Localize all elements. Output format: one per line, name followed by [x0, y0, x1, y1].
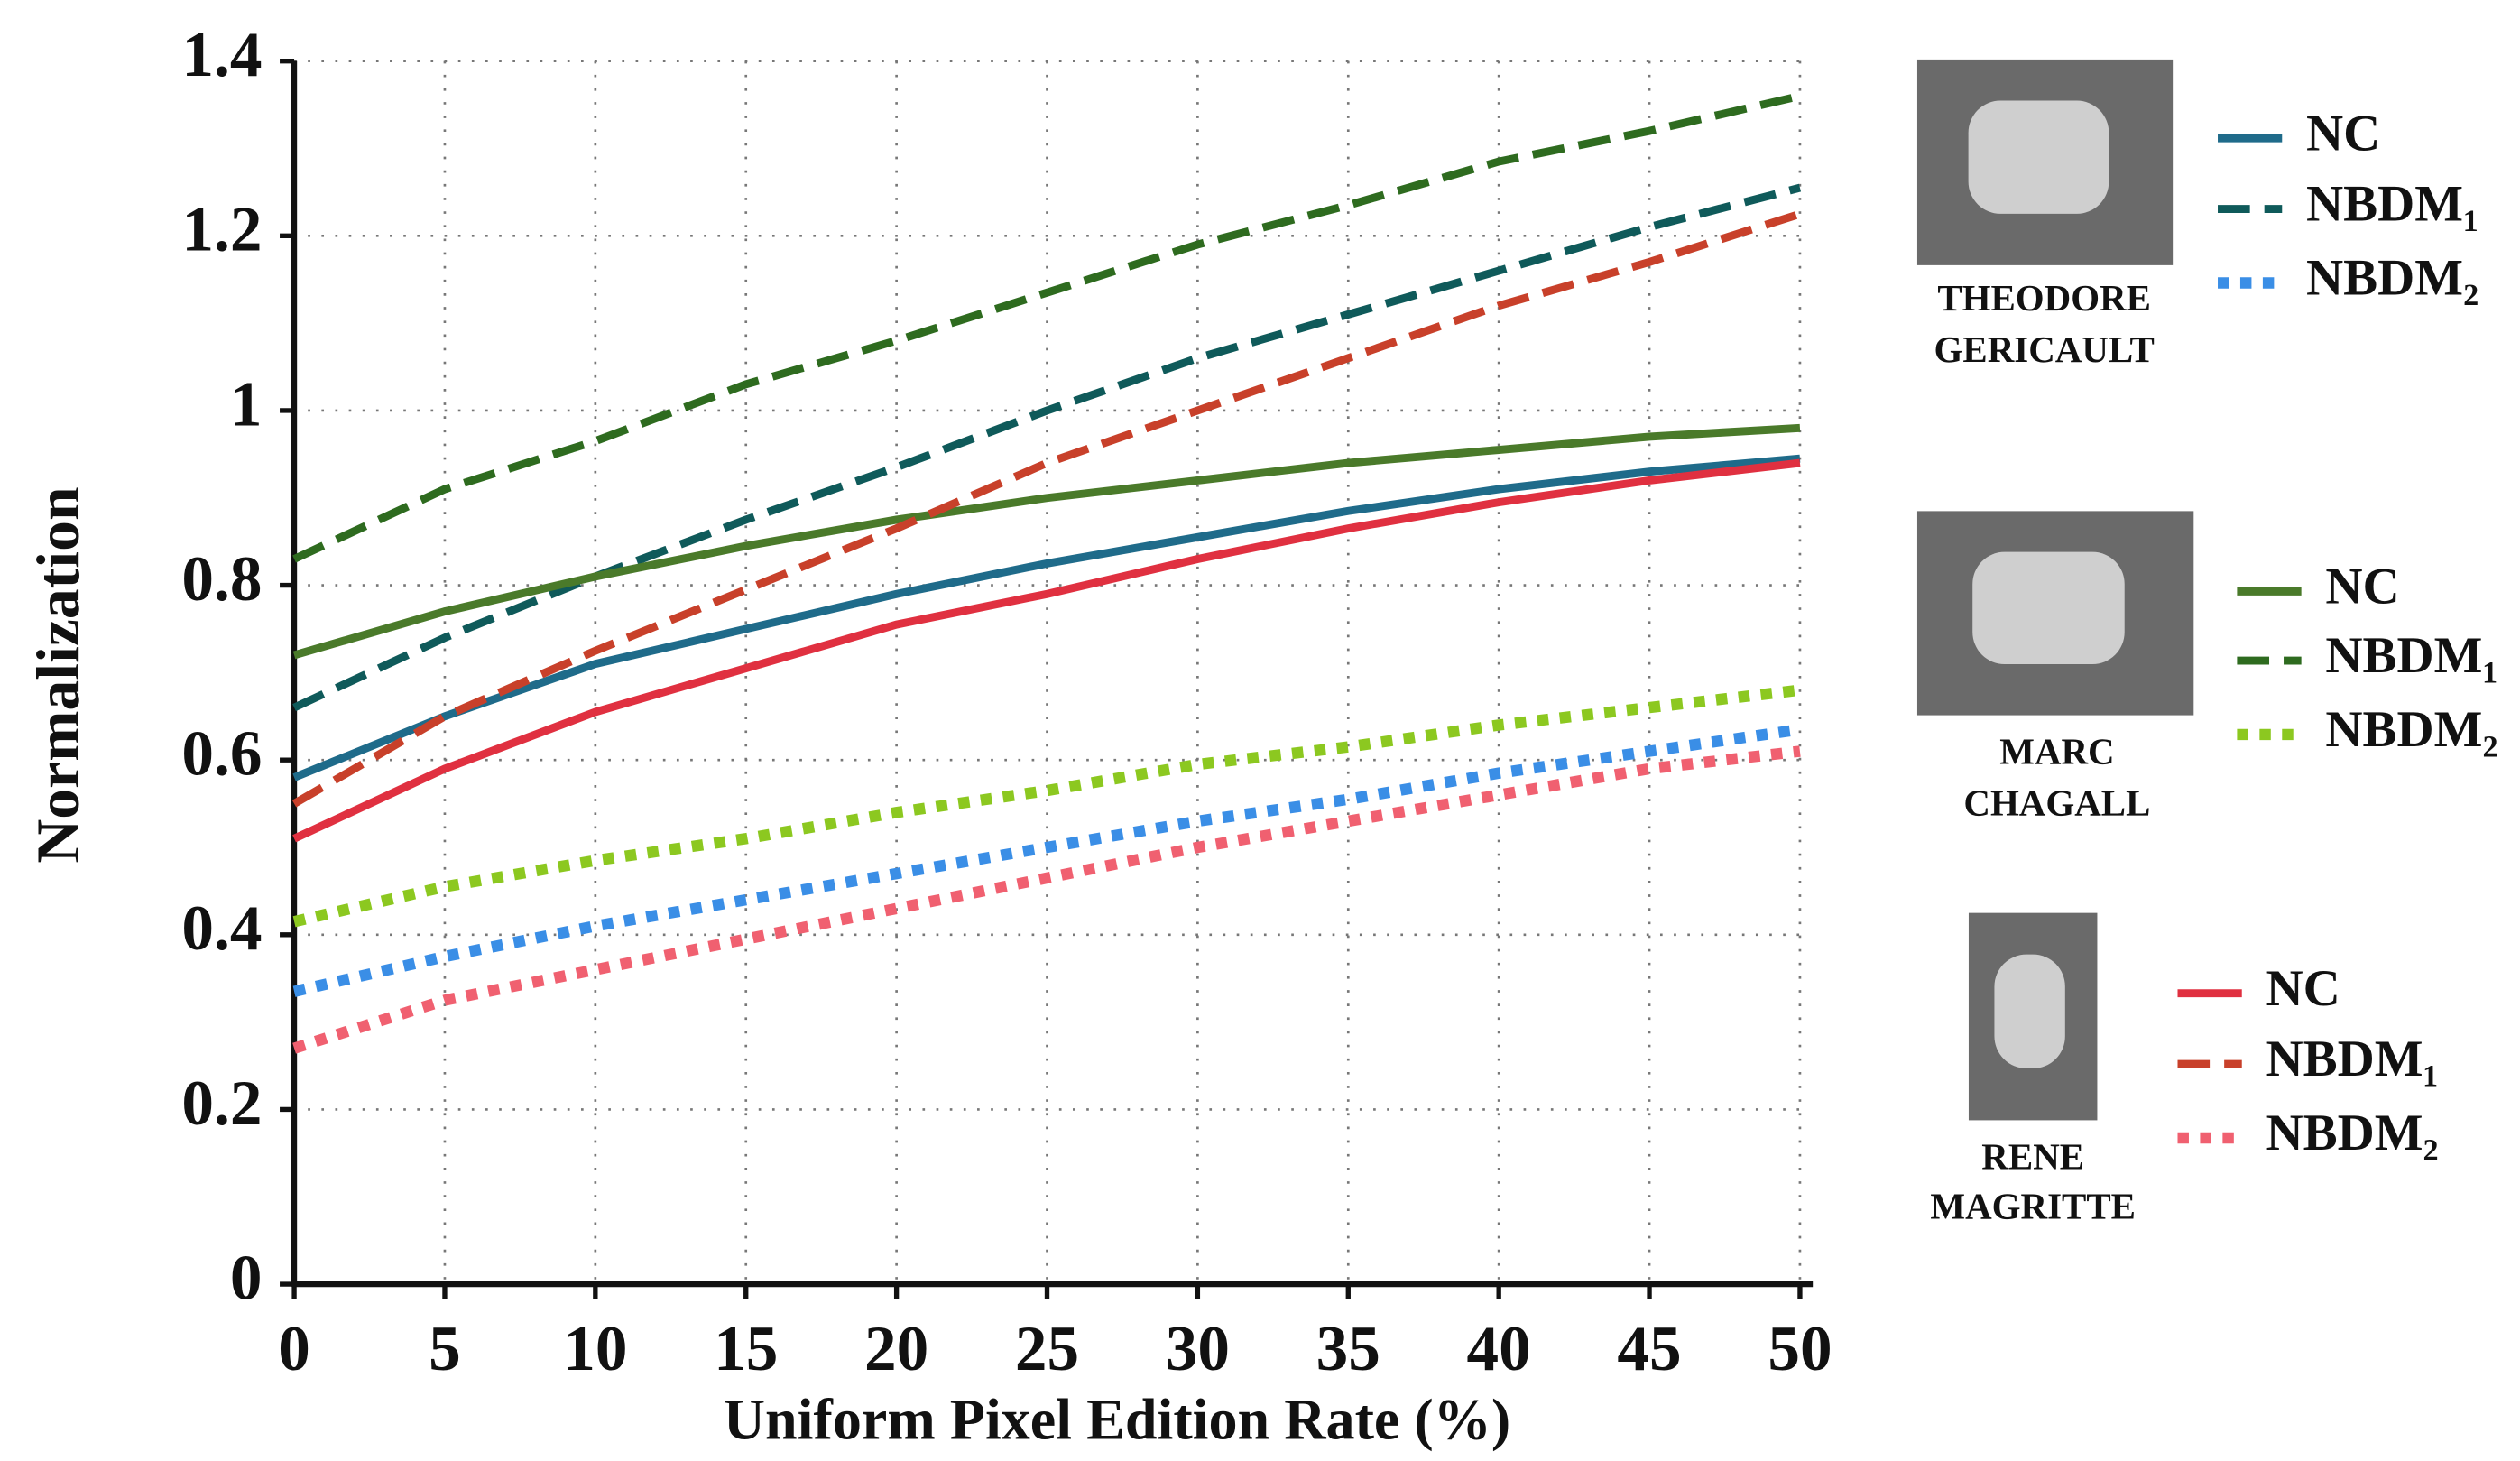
x-tick-label: 5: [429, 1314, 461, 1384]
x-tick-label: 35: [1316, 1314, 1380, 1384]
y-tick-label: 0.8: [181, 544, 262, 615]
y-tick-label: 1: [230, 369, 263, 439]
line-series: [292, 458, 1801, 843]
legend-label: NBDM₂: [2266, 1105, 2438, 1161]
artist-name: GERICAULT: [1934, 328, 2155, 370]
line-series: [292, 423, 1801, 660]
line-series: [292, 684, 1801, 928]
artwork-detail: [1968, 100, 2109, 214]
y-tick-label: 0.4: [181, 893, 262, 964]
legend-label: NC: [2306, 105, 2380, 162]
x-tick-label: 0: [278, 1314, 310, 1384]
x-tick-label: 40: [1467, 1314, 1531, 1384]
artist-name: RENE: [1981, 1135, 2084, 1177]
legend-label: NBDM₂: [2306, 250, 2478, 307]
y-tick-label: 1.4: [181, 20, 262, 90]
x-tick-label: 45: [1617, 1314, 1681, 1384]
y-tick-label: 0.2: [181, 1068, 262, 1139]
line-series: [292, 745, 1801, 1054]
artwork-detail: [1972, 551, 2125, 665]
legend-label: NBDM₁: [2306, 176, 2478, 233]
legend-label: NC: [2325, 559, 2399, 615]
legend-label: NBDM₁: [2266, 1031, 2438, 1087]
line-series: [292, 454, 1801, 781]
y-tick-label: 1.2: [181, 195, 262, 265]
y-tick-label: 0: [230, 1243, 263, 1313]
x-tick-label: 30: [1166, 1314, 1230, 1384]
artist-name: THEODORE: [1937, 277, 2151, 319]
line-series: [292, 724, 1801, 997]
artwork-detail: [1994, 954, 2065, 1068]
x-tick-label: 10: [563, 1314, 627, 1384]
y-axis-title: Normalization: [24, 486, 92, 863]
line-series: [292, 92, 1801, 563]
x-tick-label: 15: [714, 1314, 778, 1384]
line-series: [291, 209, 1802, 808]
artist-name: MAGRITTE: [1930, 1186, 2136, 1227]
legend-label: NBDM₁: [2325, 627, 2497, 684]
line-series: [292, 183, 1802, 712]
artist-name: MARC: [1999, 731, 2114, 772]
legend-label: NBDM₂: [2325, 701, 2497, 758]
x-axis-title: Uniform Pixel Edition Rate (%): [724, 1388, 1510, 1452]
x-tick-label: 25: [1015, 1314, 1079, 1384]
x-tick-label: 50: [1768, 1314, 1832, 1384]
y-tick-label: 0.6: [181, 719, 262, 790]
legend-label: NC: [2266, 960, 2340, 1017]
x-tick-label: 20: [864, 1314, 928, 1384]
artist-name: CHAGALL: [1963, 782, 2150, 824]
